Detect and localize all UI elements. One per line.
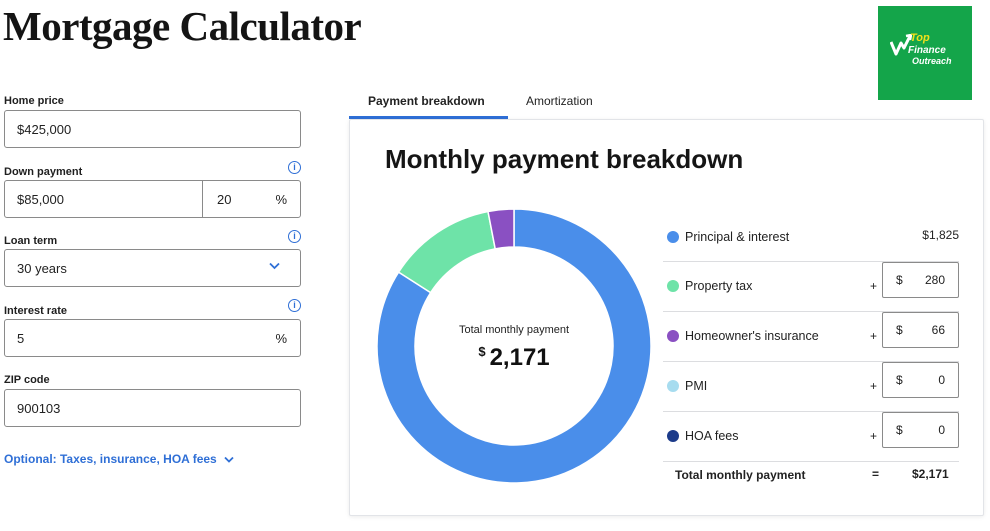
optional-costs-toggle[interactable]: Optional: Taxes, insurance, HOA fees [4, 452, 234, 466]
page-title: Mortgage Calculator [3, 3, 362, 49]
interest-rate-value: 5 [17, 331, 25, 346]
donut-slice-principal-interest [376, 208, 652, 484]
optional-costs-label: Optional: Taxes, insurance, HOA fees [4, 452, 217, 466]
zip-code-label: ZIP code [4, 374, 50, 386]
pmi-value: 0 [938, 373, 945, 387]
home-price-input[interactable]: $425,000 [4, 110, 301, 148]
dollar-sign: $ [896, 273, 903, 287]
donut-slice-property-tax [397, 210, 497, 294]
logo-text-top: Top [910, 32, 930, 44]
plus-sign: + [870, 429, 878, 443]
percent-sign: % [275, 192, 287, 207]
legend-name: Principal & interest [685, 230, 790, 244]
logo-chart-icon [890, 34, 912, 56]
zip-code-value: 900103 [17, 401, 61, 416]
plus-sign: + [870, 279, 878, 293]
center-total-label: Total monthly payment [458, 324, 570, 336]
property-tax-value: 280 [924, 273, 945, 287]
dollar-sign: $ [896, 323, 903, 337]
property-tax-input[interactable]: $ 280 [882, 262, 959, 298]
chevron-down-icon [269, 262, 280, 270]
legend-name: HOA fees [685, 429, 739, 443]
pmi-input[interactable]: $ 0 [882, 362, 959, 398]
legend-row-homeowners-insurance: Homeowner's insurance + $ 66 [663, 312, 959, 362]
interest-rate-input[interactable]: 5 % [4, 319, 301, 357]
hoa-fees-input[interactable]: $ 0 [882, 412, 959, 448]
dollar-sign: $ [896, 373, 903, 387]
tab-payment-breakdown[interactable]: Payment breakdown [368, 94, 485, 108]
legend-name: PMI [685, 379, 708, 393]
plus-sign: + [870, 329, 878, 343]
down-payment-input[interactable]: $85,000 20 % [4, 180, 301, 218]
homeowners-insurance-input[interactable]: $ 66 [882, 312, 959, 348]
plus-sign: + [870, 379, 878, 393]
top-finance-outreach-logo: Top Finance Outreach [878, 6, 972, 100]
legend-row-hoa-fees: HOA fees + $ 0 [663, 412, 959, 462]
interest-rate-label: Interest rate [4, 305, 67, 317]
legend-row-property-tax: Property tax + $ 280 [663, 262, 959, 312]
input-divider [202, 181, 203, 217]
center-total-value: $2,171 [444, 344, 584, 372]
legend-name: Property tax [685, 279, 753, 293]
payment-breakdown-card: Monthly payment breakdown Total monthly … [349, 119, 984, 516]
legend-row-principal: Principal & interest $1,825 [663, 212, 959, 262]
down-payment-percent[interactable]: 20 [217, 192, 232, 207]
legend-row-pmi: PMI + $ 0 [663, 362, 959, 412]
zip-code-input[interactable]: 900103 [4, 389, 301, 427]
percent-sign: % [275, 331, 287, 346]
dollar-sign: $ [896, 423, 903, 437]
insurance-color-dot [667, 330, 679, 342]
payment-donut-chart [376, 208, 652, 484]
homeowners-insurance-value: 66 [931, 323, 945, 337]
loan-term-select[interactable]: 30 years [4, 249, 301, 287]
down-payment-label: Down payment [4, 166, 83, 178]
equals-sign: = [872, 467, 880, 481]
loan-term-label: Loan term [4, 235, 58, 247]
legend-name: Homeowner's insurance [685, 329, 819, 343]
center-amount: 2,171 [489, 344, 550, 371]
pmi-color-dot [667, 380, 679, 392]
tab-amortization[interactable]: Amortization [526, 94, 593, 108]
principal-color-dot [667, 231, 679, 243]
chevron-down-icon [224, 457, 234, 464]
home-price-value: $425,000 [17, 122, 72, 137]
logo-text-finance: Finance [908, 45, 946, 56]
breakdown-title: Monthly payment breakdown [385, 144, 744, 174]
logo-text-outreach: Outreach [912, 56, 952, 66]
loan-term-info-icon[interactable]: i [288, 230, 301, 243]
home-price-label: Home price [4, 95, 64, 107]
hoa-color-dot [667, 430, 679, 442]
total-monthly-payment-value: $2,171 [912, 467, 949, 481]
down-payment-info-icon[interactable]: i [288, 161, 301, 174]
center-currency: $ [478, 344, 486, 359]
total-monthly-payment-label: Total monthly payment [675, 468, 806, 482]
interest-rate-info-icon[interactable]: i [288, 299, 301, 312]
property-tax-color-dot [667, 280, 679, 292]
down-payment-amount: $85,000 [17, 192, 64, 207]
hoa-fees-value: 0 [938, 423, 945, 437]
loan-term-value: 30 years [17, 261, 67, 276]
donut-slice-homeowner-s-insurance [487, 208, 515, 250]
active-tab-indicator [349, 116, 508, 119]
principal-value: $1,825 [922, 228, 959, 242]
